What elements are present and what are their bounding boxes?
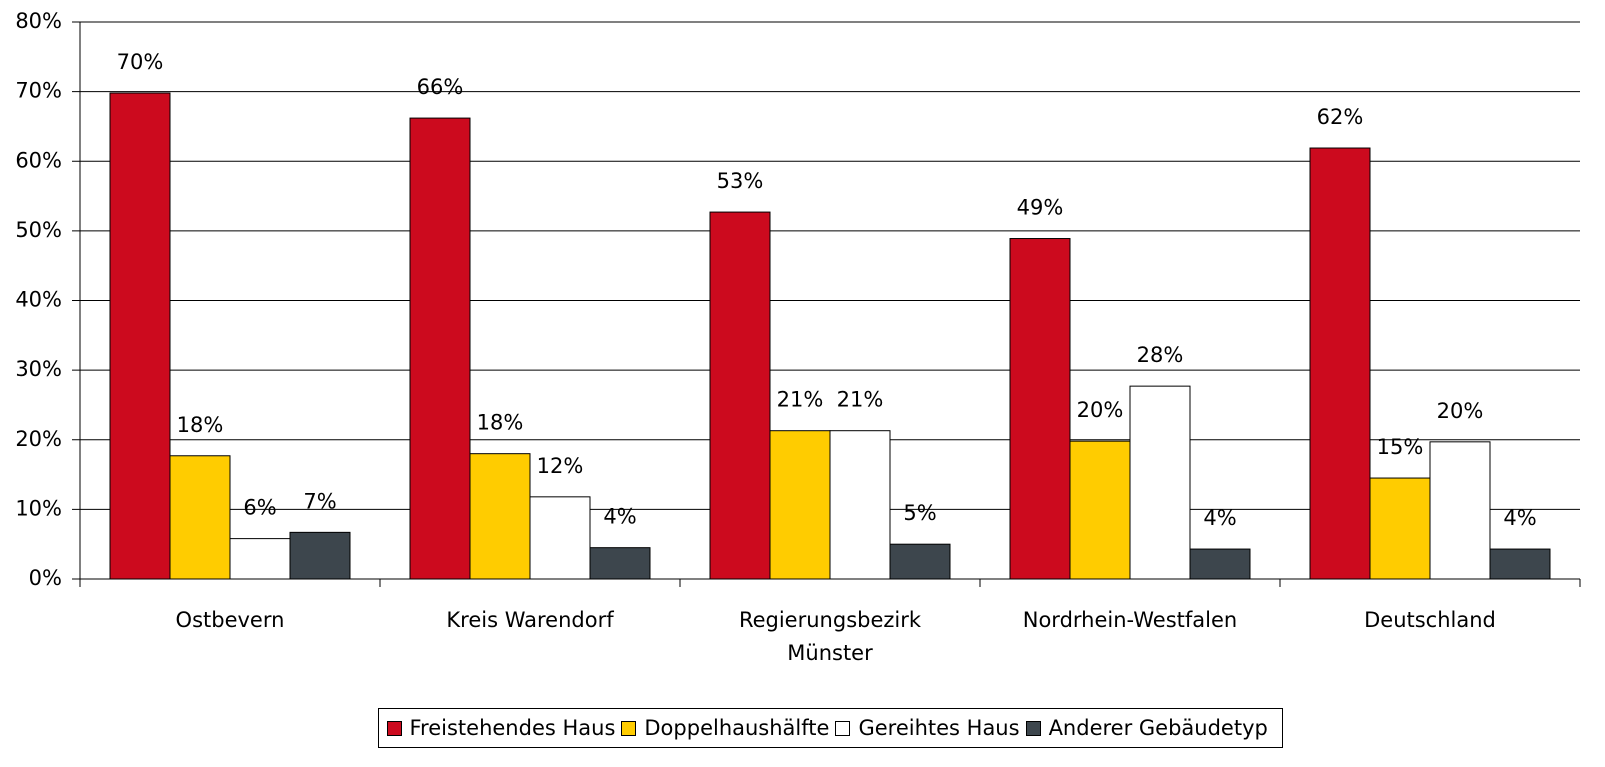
data-label: 15% [1377, 435, 1424, 459]
x-tick-label: Kreis Warendorf [446, 608, 614, 632]
bar [1489, 548, 1551, 580]
data-label: 4% [603, 505, 636, 529]
data-label: 62% [1317, 105, 1364, 129]
y-tick-label: 40% [15, 288, 62, 312]
legend-swatch [1025, 720, 1041, 736]
bar [829, 430, 891, 580]
y-tick-label: 70% [15, 79, 62, 103]
bar [469, 453, 531, 580]
x-tick-label: Nordrhein-Westfalen [1022, 608, 1238, 632]
x-tick-label: Deutschland [1364, 608, 1496, 632]
legend-label: Gereihtes Haus [858, 716, 1020, 740]
data-label: 20% [1077, 398, 1124, 422]
legend-label: Anderer Gebäudetyp [1048, 716, 1268, 740]
data-label: 49% [1017, 196, 1064, 220]
data-label: 6% [243, 496, 276, 520]
data-label: 5% [903, 501, 936, 525]
data-label: 66% [417, 75, 464, 99]
data-label: 12% [537, 454, 584, 478]
legend-item: Gereihtes Haus [835, 716, 1020, 740]
data-label: 20% [1437, 399, 1484, 423]
data-label: 21% [837, 388, 884, 412]
data-label: 53% [717, 169, 764, 193]
data-label: 18% [477, 411, 524, 435]
legend: Freistehendes Haus Doppelhaushälfte Gereih… [377, 708, 1283, 748]
bar [709, 211, 771, 580]
bar [1129, 385, 1191, 580]
data-label: 21% [777, 388, 824, 412]
legend-swatch [621, 720, 637, 736]
bar [169, 455, 231, 580]
data-label: 4% [1503, 506, 1536, 530]
legend-item: Freistehendes Haus [386, 716, 616, 740]
x-tick-label: Ostbevern [175, 608, 285, 632]
y-tick-label: 60% [15, 148, 62, 172]
y-tick-label: 50% [15, 218, 62, 242]
bar [1009, 238, 1071, 580]
bar [409, 117, 471, 580]
data-label: 7% [303, 489, 336, 513]
bar [1309, 147, 1371, 580]
legend-item: Doppelhaushälfte [621, 716, 829, 740]
data-label: 4% [1203, 506, 1236, 530]
legend-label: Freistehendes Haus [409, 716, 616, 740]
bar [589, 547, 651, 580]
bar [889, 543, 951, 580]
y-tick-label: 0% [29, 566, 62, 590]
y-tick-label: 30% [15, 357, 62, 381]
bar [1369, 477, 1431, 580]
legend-item: Anderer Gebäudetyp [1025, 716, 1268, 740]
y-tick-label: 20% [15, 427, 62, 451]
bar [289, 531, 351, 580]
bar [109, 92, 171, 580]
y-tick-label: 10% [15, 496, 62, 520]
bar [1189, 548, 1251, 580]
legend-swatch [835, 720, 851, 736]
legend-label: Doppelhaushälfte [644, 716, 830, 740]
bar [1429, 441, 1491, 580]
bar [769, 430, 831, 580]
x-tick-label: Regierungsbezirk Münster [738, 608, 922, 665]
data-label: 28% [1137, 343, 1184, 367]
data-label: 70% [117, 50, 164, 74]
y-tick-label: 80% [15, 9, 62, 33]
bar [529, 496, 591, 580]
data-label: 18% [177, 413, 224, 437]
legend-swatch [386, 720, 402, 736]
bar [229, 538, 291, 580]
bar [1069, 440, 1131, 580]
